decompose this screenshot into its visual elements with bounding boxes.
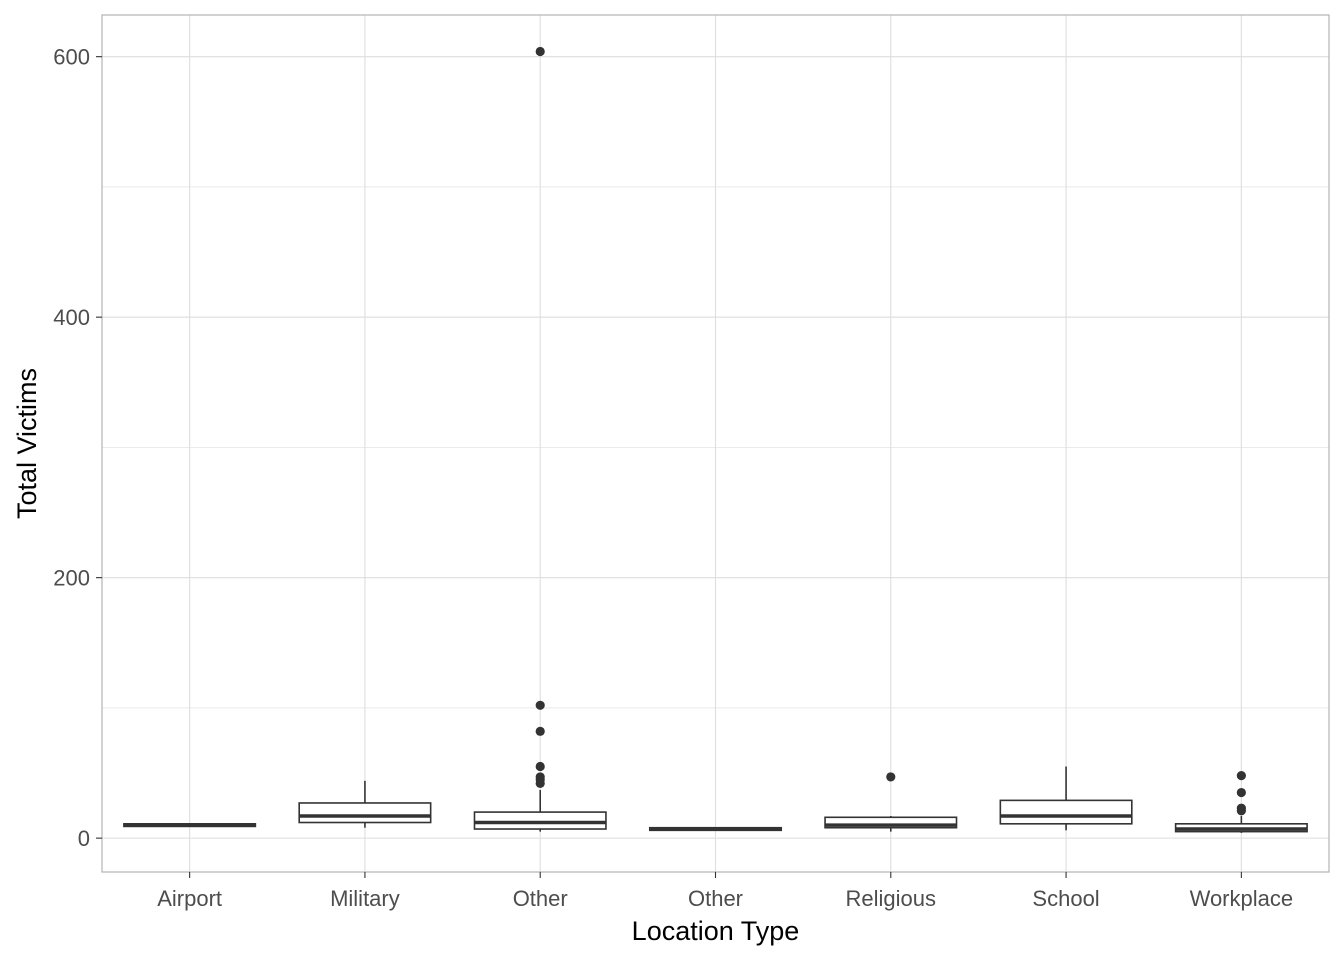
x-tick-label: Military: [330, 886, 400, 911]
outlier-point: [1236, 771, 1246, 781]
x-axis-title: Location Type: [632, 916, 800, 946]
boxes: [123, 46, 1308, 833]
outlier-point: [535, 726, 545, 736]
box-iqr: [473, 811, 607, 830]
box-military-1: [298, 780, 432, 828]
box-other-2: [473, 46, 607, 832]
x-axis-ticks: Airport Military Other Other Religious School…: [157, 872, 1293, 911]
box-iqr: [298, 802, 432, 824]
outlier-point: [886, 772, 896, 782]
x-tick-label: Religious: [846, 886, 937, 911]
box-iqr: [824, 816, 958, 829]
outlier-point: [535, 700, 545, 710]
box-school-5: [999, 766, 1133, 831]
grid-lines: [102, 15, 1329, 872]
outlier-point: [1236, 787, 1246, 798]
y-tick-label: 600: [53, 45, 90, 70]
outlier-point: [535, 761, 545, 772]
box-other-3: [648, 826, 783, 832]
y-tick-label: 400: [53, 305, 90, 330]
outlier-point: [535, 778, 545, 789]
x-tick-label: School: [1032, 886, 1099, 911]
outlier-point: [535, 46, 545, 57]
x-tick-label: Airport: [157, 886, 222, 911]
box-workplace-6: [1174, 771, 1308, 833]
y-tick-label: 0: [78, 826, 90, 851]
box-religious-4: [824, 772, 958, 832]
box-airport-0: [123, 823, 257, 828]
box-iqr: [999, 799, 1133, 825]
outlier-point: [1236, 806, 1246, 816]
x-tick-label: Workplace: [1190, 886, 1294, 911]
y-tick-label: 200: [53, 566, 90, 591]
y-axis-ticks: 0 200 400 600: [53, 45, 102, 851]
x-tick-label: Other: [688, 886, 743, 911]
y-axis-title: Total Victims: [12, 368, 42, 519]
x-tick-label: Other: [513, 886, 568, 911]
